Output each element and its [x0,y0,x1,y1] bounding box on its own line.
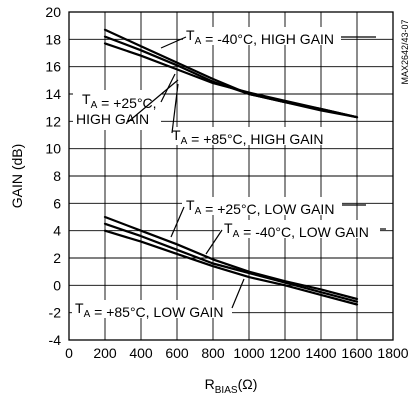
series-lines [103,28,359,306]
series-line-5 [103,229,359,306]
series-line-4 [103,222,359,303]
series-label-bg [182,197,342,215]
series-label-2: TA = +85°C, HIGH GAIN [172,127,324,147]
y-tick-label: 18 [45,31,61,47]
x-tick-label: 200 [93,345,117,361]
y-tick-label: 8 [53,168,61,184]
figure-code: MAX2642/43-07 [400,19,410,84]
x-tick-label: 1400 [305,345,336,361]
series-label-leader [171,83,179,134]
series-line-2 [103,42,359,119]
series-label-bg [220,220,380,238]
series-label-0: TA = -40°C, HIGH GAIN [186,27,334,47]
series-label-leader [231,278,245,309]
y-tick-label: 14 [45,86,61,102]
series-label-1: TA = +25°C, [82,91,157,111]
y-tick-label: -2 [49,305,62,321]
y-tick-label: 2 [53,250,61,266]
series-label-leader [127,79,179,123]
plot-border [68,11,394,341]
y-tick-label: 20 [45,4,61,20]
y-tick-label: 4 [53,223,61,239]
x-tick-label: 600 [165,345,189,361]
x-axis-title: RBIAS(Ω) [205,376,258,396]
x-tick-label: 1200 [269,345,300,361]
plot-frame [68,11,394,341]
x-tick-label: 1800 [377,345,408,361]
series-label-bg [72,300,232,318]
series-label-leader [160,36,187,49]
x-tick-label: 400 [129,345,153,361]
y-axis-title: GAIN (dB) [9,144,25,209]
series-label-bg [183,27,341,45]
y-tick-label: 10 [45,141,61,157]
series-label-5: TA = +85°C, LOW GAIN [75,300,223,320]
x-tick-label: 800 [201,345,225,361]
y-tick-label: -4 [49,332,62,348]
x-tick-label: 1600 [341,345,372,361]
y-tick-label: 6 [53,195,61,211]
series-label-leader [205,229,223,255]
grid [69,12,393,340]
series-label-bg [168,127,328,145]
series-label-bg [73,90,161,130]
x-tick-label: 0 [65,345,73,361]
series-label-1: HIGH GAIN [76,111,149,127]
series-label-leader [170,206,185,238]
series-line-3 [103,215,359,301]
axis-titles: GAIN (dB) RBIAS(Ω) MAX2642/43-07 [9,19,410,396]
y-tick-label: 12 [45,113,61,129]
series-labels: TA = -40°C, HIGH GAIN TA = +25°C,HIGH GAI… [72,27,386,320]
series-label-3: TA = +25°C, LOW GAIN [186,197,334,217]
y-tick-label: 0 [53,277,61,293]
x-tick-label: 1000 [233,345,264,361]
tick-labels: 0 200 400 600 800 1000 1200 1400 1600 1800 -4 -2 0 2 4… [45,4,408,361]
series-label-4: TA = -40°C, LOW GAIN [224,220,369,240]
y-tick-label: 16 [45,59,61,75]
